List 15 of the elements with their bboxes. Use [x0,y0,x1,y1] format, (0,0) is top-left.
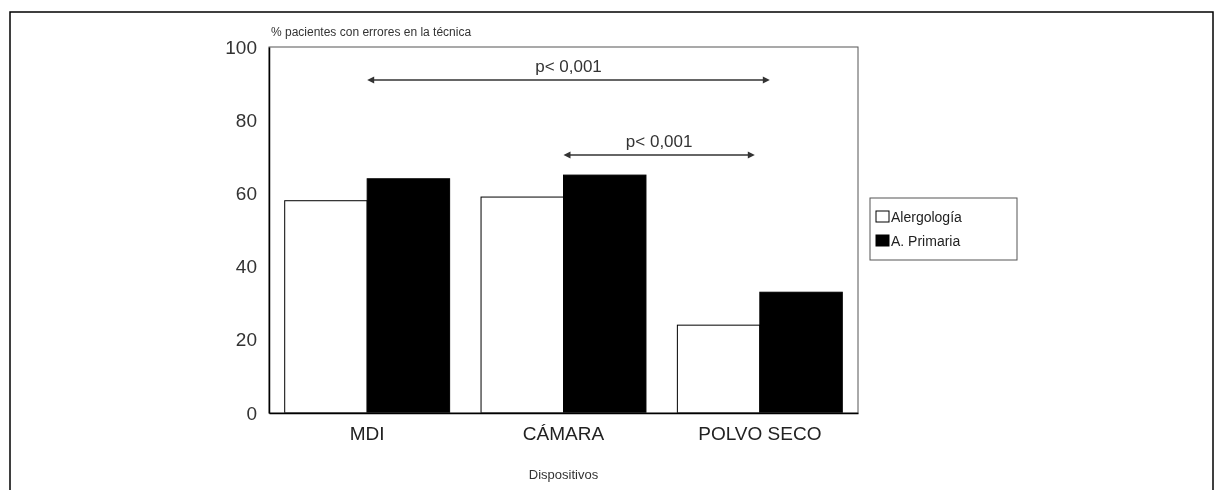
legend-label: Alergología [891,209,963,225]
annotation: p< 0,001 [535,57,602,76]
y-tick-label: 60 [235,182,257,204]
y-tick-label: 40 [235,256,257,278]
y-tick-label: 100 [225,36,257,58]
y-axis-title: % pacientes con errores en la técnica [271,25,472,39]
y-tick-label: 20 [235,329,257,351]
x-tick-label: POLVO SECO [698,423,822,445]
x-axis-title: Dispositivos [528,467,599,482]
annotation: p< 0,001 [625,132,693,151]
x-tick-label: MDI [349,423,385,445]
y-tick-label: 80 [235,109,257,131]
y-tick-label: 0 [246,402,257,424]
x-tick-label: CÁMARA [522,423,605,445]
legend-label: A. Primaria [891,233,961,249]
